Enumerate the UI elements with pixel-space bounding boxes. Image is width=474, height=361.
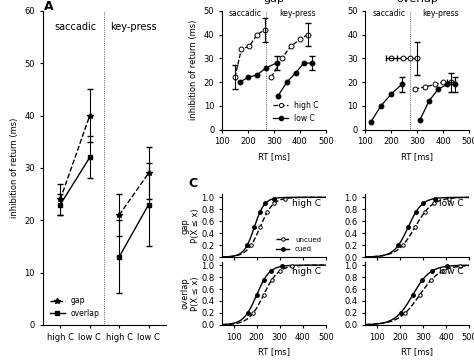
X-axis label: RT [ms]: RT [ms] <box>401 347 433 356</box>
Legend: gap, overlap: gap, overlap <box>46 293 103 321</box>
Y-axis label: overlap
P(X ≤ x): overlap P(X ≤ x) <box>180 276 200 311</box>
Y-axis label: inhibition of return (ms): inhibition of return (ms) <box>189 20 198 120</box>
Text: low C: low C <box>439 199 464 208</box>
Text: key-press: key-press <box>110 22 157 32</box>
Text: high C: high C <box>292 267 321 276</box>
Text: saccadic: saccadic <box>54 22 96 32</box>
Text: low C: low C <box>439 267 464 276</box>
Text: key-press: key-press <box>422 9 459 18</box>
Text: C: C <box>189 177 198 190</box>
Legend: uncued, cued: uncued, cued <box>274 235 322 254</box>
Legend: high C, low C: high C, low C <box>270 98 322 126</box>
Text: saccadic: saccadic <box>372 9 405 18</box>
Text: key-press: key-press <box>279 9 316 18</box>
Y-axis label: gap
P(X ≤ x): gap P(X ≤ x) <box>180 208 200 243</box>
Title: gap: gap <box>264 0 284 4</box>
X-axis label: RT [ms]: RT [ms] <box>258 347 290 356</box>
X-axis label: RT [ms]: RT [ms] <box>401 152 433 161</box>
Text: A: A <box>44 0 54 13</box>
Title: overlap: overlap <box>396 0 438 4</box>
Y-axis label: inhibition of return (ms): inhibition of return (ms) <box>10 118 19 218</box>
X-axis label: RT [ms]: RT [ms] <box>258 152 290 161</box>
Text: saccadic: saccadic <box>229 9 262 18</box>
Text: high C: high C <box>292 199 321 208</box>
